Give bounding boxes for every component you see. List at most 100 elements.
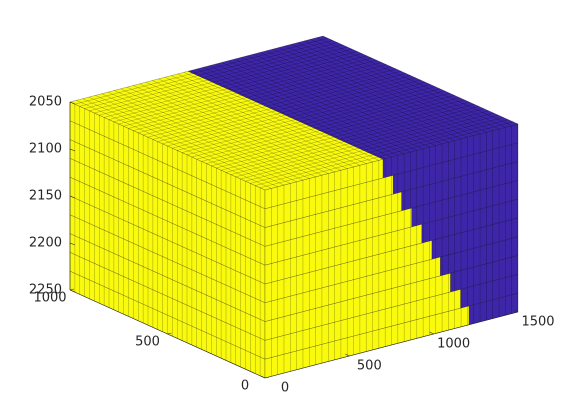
voxel-edge <box>95 95 291 184</box>
voxel-edge <box>316 37 512 126</box>
x-tick-label: 500 <box>357 359 382 374</box>
x-tick <box>429 331 434 335</box>
voxel-edge <box>158 78 354 168</box>
voxel-edge <box>196 68 392 158</box>
voxel-edge <box>99 49 353 116</box>
voxel-edge <box>133 85 329 174</box>
voxel-edge <box>138 66 392 133</box>
voxel-edge <box>120 88 316 177</box>
voxel-edge <box>291 44 487 133</box>
voxel-edge <box>164 77 360 166</box>
voxel-edge <box>260 121 514 188</box>
y-tick-label: 0 <box>241 379 249 394</box>
voxel-edge <box>230 108 484 175</box>
voxel-edge <box>216 101 470 169</box>
voxel-edge <box>209 65 405 154</box>
voxel-edge <box>247 55 443 144</box>
voxel-edge <box>74 38 328 105</box>
voxel-edge <box>206 97 460 164</box>
voxel-edge <box>107 91 304 181</box>
voxel-edge <box>221 104 475 171</box>
voxel-edge <box>255 119 509 186</box>
voxel-edge <box>157 75 411 142</box>
voxel-edge <box>177 73 373 163</box>
voxel-edge <box>182 86 436 153</box>
voxel-edge <box>234 58 430 148</box>
voxel-face-top <box>187 35 519 160</box>
voxel-edge <box>183 72 379 161</box>
voxel-edge <box>162 77 416 144</box>
voxel-edge <box>139 83 335 173</box>
voxel-edge <box>284 45 481 135</box>
voxel-edge <box>235 110 489 177</box>
voxel-edge <box>82 98 278 187</box>
voxel-edge <box>215 63 411 153</box>
voxel-edge <box>240 57 436 146</box>
y-tick-label: 1000 <box>33 291 66 306</box>
voxel-edge <box>278 47 474 136</box>
voxel-edge <box>94 46 348 114</box>
x-tick-label: 1000 <box>437 337 470 352</box>
voxel-edge <box>172 82 426 149</box>
x-tick-label: 1500 <box>521 315 554 330</box>
voxel-edge <box>221 62 417 151</box>
voxel-edge <box>167 79 421 147</box>
voxel-edge <box>265 50 462 140</box>
voxel-edge <box>253 53 449 143</box>
z-tick <box>69 148 76 152</box>
z-tick <box>69 242 76 246</box>
voxel-edge <box>143 68 397 136</box>
x-tick-label: 0 <box>281 381 289 396</box>
voxel-edge <box>201 95 455 162</box>
voxel-edge <box>147 71 402 138</box>
voxel-edge <box>196 93 450 160</box>
voxel-edge <box>310 39 506 128</box>
voxel-edge <box>145 82 341 171</box>
voxel-edge <box>79 40 333 107</box>
voxel-edge <box>118 57 372 125</box>
y-tick-label: 500 <box>135 335 160 350</box>
voxel-edge <box>245 115 499 182</box>
voxel-edge <box>84 42 338 109</box>
y-tick <box>167 332 172 335</box>
axis-line <box>264 311 519 379</box>
voxel-edge <box>104 51 358 118</box>
voxel-edge <box>191 90 445 158</box>
voxel-edge <box>88 96 285 186</box>
voxel-edge <box>228 60 424 149</box>
voxel-edge <box>152 80 348 169</box>
x-tick <box>345 353 350 357</box>
voxel-edge <box>190 70 386 159</box>
voxel-edge <box>186 88 441 155</box>
voxel-edge <box>225 106 480 173</box>
voxel-edge <box>114 90 310 179</box>
voxel-edge <box>171 75 367 164</box>
voxel-edge <box>123 60 377 127</box>
voxel-edge <box>177 84 431 151</box>
y-tick <box>264 376 270 379</box>
z-tick-label: 2200 <box>29 236 62 251</box>
z-tick <box>69 195 76 199</box>
voxel-edge <box>259 52 455 141</box>
voxel-edge <box>211 99 465 166</box>
z-tick <box>69 101 76 105</box>
voxel-edge <box>202 67 398 156</box>
y-tick <box>69 288 75 291</box>
voxel-edge <box>89 44 343 111</box>
x-tick <box>260 375 266 379</box>
voxel-edge <box>128 62 382 129</box>
voxel-edge <box>297 42 493 131</box>
voxel-edge <box>240 112 494 180</box>
z-tick-label: 2150 <box>29 189 62 204</box>
z-tick-label: 2100 <box>29 142 62 157</box>
voxel-edge <box>126 86 323 176</box>
voxel-edge <box>272 49 468 138</box>
z-tick <box>69 289 76 293</box>
voxel-edge <box>108 53 363 120</box>
voxel-edge <box>101 93 297 182</box>
voxel-edge <box>250 117 504 184</box>
z-tick-label: 2250 <box>29 283 62 298</box>
x-tick <box>513 309 519 313</box>
voxel-edge <box>152 73 406 140</box>
